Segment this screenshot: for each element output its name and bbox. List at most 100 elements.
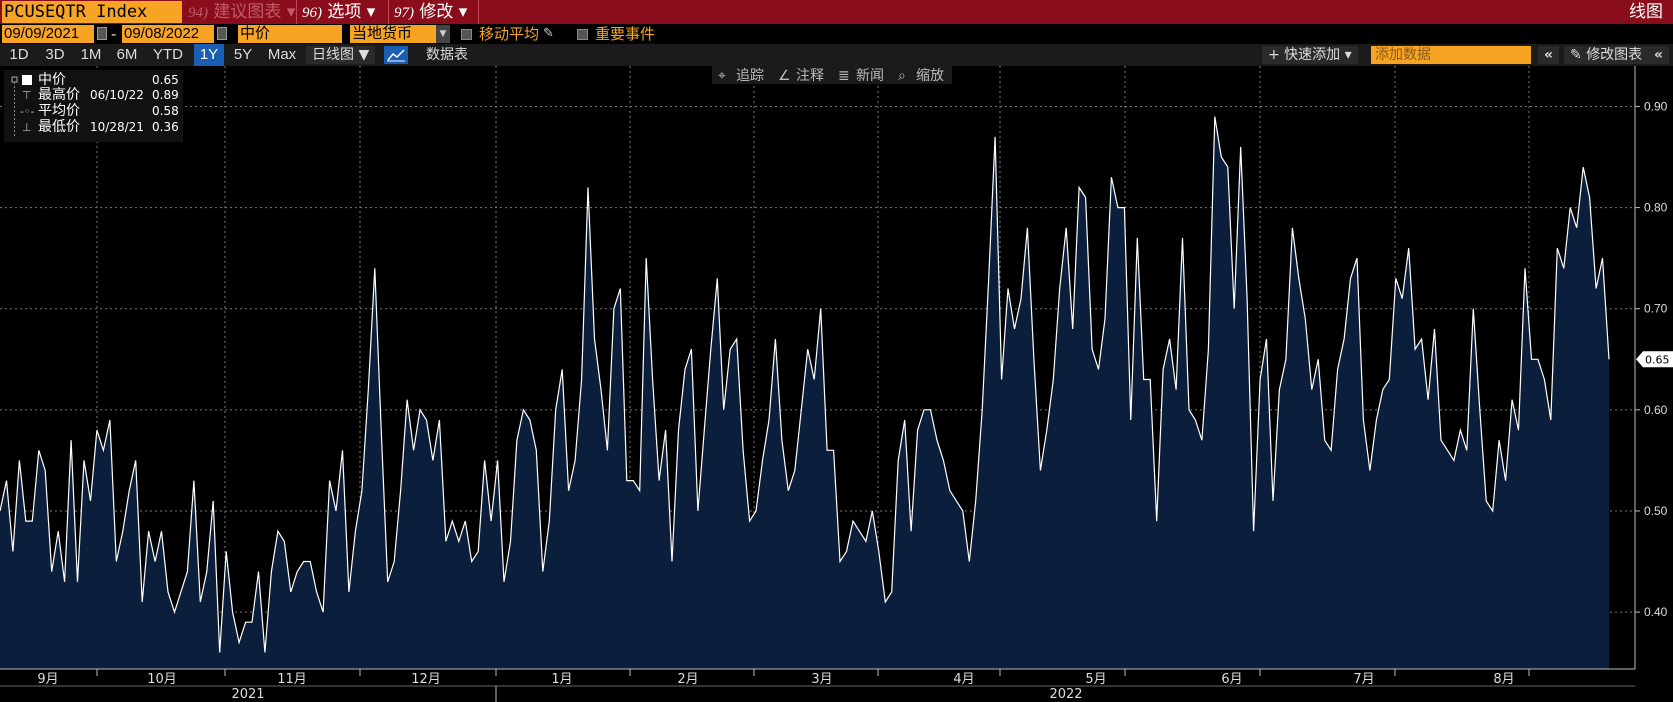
key-events-label: 重要事件 <box>595 25 656 43</box>
menu-label: 建议图表 <box>213 2 282 22</box>
legend: 中价 0.65 ⊤ 最高价 06/10/22 0.89 -◦- 平均价 0.58… <box>4 70 183 142</box>
moving-average-label: 移动平均 <box>479 25 540 43</box>
moving-average-checkbox[interactable] <box>461 29 472 40</box>
x-year-label: 2021 <box>231 687 264 702</box>
menu-divider <box>296 0 297 24</box>
menu-suggested-charts[interactable]: 94) 建议图表 ▾ <box>188 0 295 24</box>
y-tick-label: 0.60 <box>1644 403 1668 417</box>
x-month-label: 4月 <box>953 672 974 687</box>
x-month-label: 9月 <box>37 672 58 687</box>
series-swatch <box>22 75 32 85</box>
data-table-button[interactable]: 数据表 <box>426 47 468 63</box>
line-chart-glyph <box>387 49 405 62</box>
chart-type-title: 线图 <box>1629 2 1663 22</box>
x-month-label: 7月 <box>1353 672 1374 687</box>
track-tool-label: 追踪 <box>736 68 764 84</box>
chart-tools: ⌖ 追踪 ∠ 注释 ≣ 新闻 ⌕ 缩放 <box>712 66 952 84</box>
period-5y[interactable]: 5Y <box>233 46 253 63</box>
price-field-select[interactable]: 中价 <box>238 25 342 43</box>
high-marker-icon: ⊤ <box>22 89 32 102</box>
collapse-icon[interactable]: « <box>1538 46 1560 64</box>
x-month-label: 6月 <box>1221 672 1242 687</box>
chevron-down-icon[interactable]: ▼ <box>436 25 450 43</box>
chart-area[interactable]: 0.40 0.50 0.60 0.70 0.80 0.90 9月 10月 11月 12月 1月 2月… <box>0 66 1673 702</box>
currency-select[interactable]: 当地货币 <box>350 25 436 43</box>
menu-number: 94) <box>188 5 208 21</box>
x-axis: 9月 10月 11月 12月 1月 2月 3月 4月 5月 6月 7月 8月 2021 2022 <box>0 668 1635 702</box>
menu-number: 96) <box>302 5 322 21</box>
annotate-tool-label: 注释 <box>796 68 824 84</box>
average-marker-icon: -◦- <box>20 105 34 118</box>
period-6m[interactable]: 6M <box>116 46 138 63</box>
series-line <box>0 116 1610 653</box>
series-area <box>0 116 1609 670</box>
x-month-label: 3月 <box>811 672 832 687</box>
calendar-icon[interactable] <box>97 27 107 40</box>
y-tick-label: 0.80 <box>1644 201 1668 215</box>
pencil-icon: ∠ <box>778 68 791 84</box>
x-month-label: 5月 <box>1085 672 1106 687</box>
menu-label: 选项 ▾ <box>327 2 376 22</box>
news-icon: ≣ <box>838 68 850 84</box>
period-1y[interactable]: 1Y <box>194 44 224 66</box>
start-date-field[interactable]: 09/09/2021 <box>2 25 94 43</box>
legend-series-label: 中价 <box>38 72 66 88</box>
x-year-label: 2022 <box>1049 687 1082 702</box>
news-tool-label: 新闻 <box>856 68 884 84</box>
pencil-icon[interactable]: ✎ <box>543 26 554 41</box>
legend-series-value: 0.65 <box>152 73 179 87</box>
legend-high-label: 最高价 <box>38 86 80 103</box>
y-axis: 0.40 0.50 0.60 0.70 0.80 0.90 <box>1634 66 1668 669</box>
period-3d[interactable]: 3D <box>45 46 65 63</box>
y-tick-label: 0.40 <box>1644 605 1668 619</box>
quick-add-button[interactable]: + 快速添加 ▾ <box>1262 46 1358 64</box>
annotate-tool[interactable]: ∠ 注释 <box>778 68 824 84</box>
expand-icon[interactable]: « <box>1648 46 1670 64</box>
edit-chart-label: 修改图表 <box>1586 47 1643 63</box>
x-month-label: 1月 <box>551 672 572 687</box>
period-ytd[interactable]: YTD <box>153 46 183 63</box>
menu-divider <box>388 0 389 24</box>
y-tick-label: 0.50 <box>1644 504 1668 518</box>
legend-average-label: 平均价 <box>38 103 80 119</box>
zoom-icon: ⌕ <box>898 68 906 84</box>
key-events-checkbox[interactable] <box>577 29 588 40</box>
legend-average-value: 0.58 <box>152 104 179 118</box>
menu-divider <box>478 0 479 24</box>
period-toolbar: 1D 3D 1M 6M YTD 1Y 5Y Max 日线图 ▼ 数据表 + 快速… <box>0 44 1673 66</box>
x-month-label: 10月 <box>147 672 177 687</box>
add-data-input[interactable]: 添加数据 <box>1371 46 1531 64</box>
calendar-icon[interactable] <box>217 27 227 40</box>
x-month-label: 2月 <box>677 672 698 687</box>
line-chart-icon[interactable] <box>384 46 408 64</box>
date-separator: - <box>111 25 117 43</box>
legend-high-value: 0.89 <box>152 88 179 102</box>
menu-label: 修改 ▾ <box>419 2 468 22</box>
x-month-label: 8月 <box>1493 672 1514 687</box>
zoom-tool[interactable]: ⌕ 缩放 <box>898 68 944 84</box>
chevron-down-icon: ▾ <box>286 2 296 22</box>
y-tick-label: 0.90 <box>1644 99 1668 113</box>
period-1d[interactable]: 1D <box>9 46 29 63</box>
last-value-marker: 0.65 <box>1636 351 1673 368</box>
last-value-label: 0.65 <box>1645 353 1670 366</box>
ticker-input[interactable]: PCUSEQTR Index <box>2 1 182 23</box>
end-date-field[interactable]: 09/08/2022 <box>122 25 214 43</box>
track-tool[interactable]: ⌖ 追踪 <box>718 68 764 84</box>
title-bar: PCUSEQTR Index 94) 建议图表 ▾ 96) 选项 ▾ 97) 修… <box>0 0 1673 24</box>
menu-number: 97) <box>394 5 414 21</box>
frequency-dropdown[interactable]: 日线图 ▼ <box>306 46 376 64</box>
crosshair-icon: ⌖ <box>718 68 726 84</box>
menu-options[interactable]: 96) 选项 ▾ <box>302 0 375 24</box>
menu-modify[interactable]: 97) 修改 ▾ <box>394 0 467 24</box>
x-month-label: 11月 <box>277 672 307 687</box>
edit-chart-button[interactable]: ✎ 修改图表 <box>1564 46 1649 64</box>
legend-low-date: 10/28/21 <box>90 120 144 134</box>
legend-low-value: 0.36 <box>152 120 179 134</box>
period-max[interactable]: Max <box>267 46 297 63</box>
period-1m[interactable]: 1M <box>80 46 102 63</box>
settings-row: 09/09/2021 - 09/08/2022 中价 当地货币 ▼ 移动平均 ✎… <box>0 24 1673 44</box>
legend-high-date: 06/10/22 <box>90 88 144 102</box>
pencil-icon: ✎ <box>1570 47 1582 63</box>
news-tool[interactable]: ≣ 新闻 <box>838 68 884 84</box>
